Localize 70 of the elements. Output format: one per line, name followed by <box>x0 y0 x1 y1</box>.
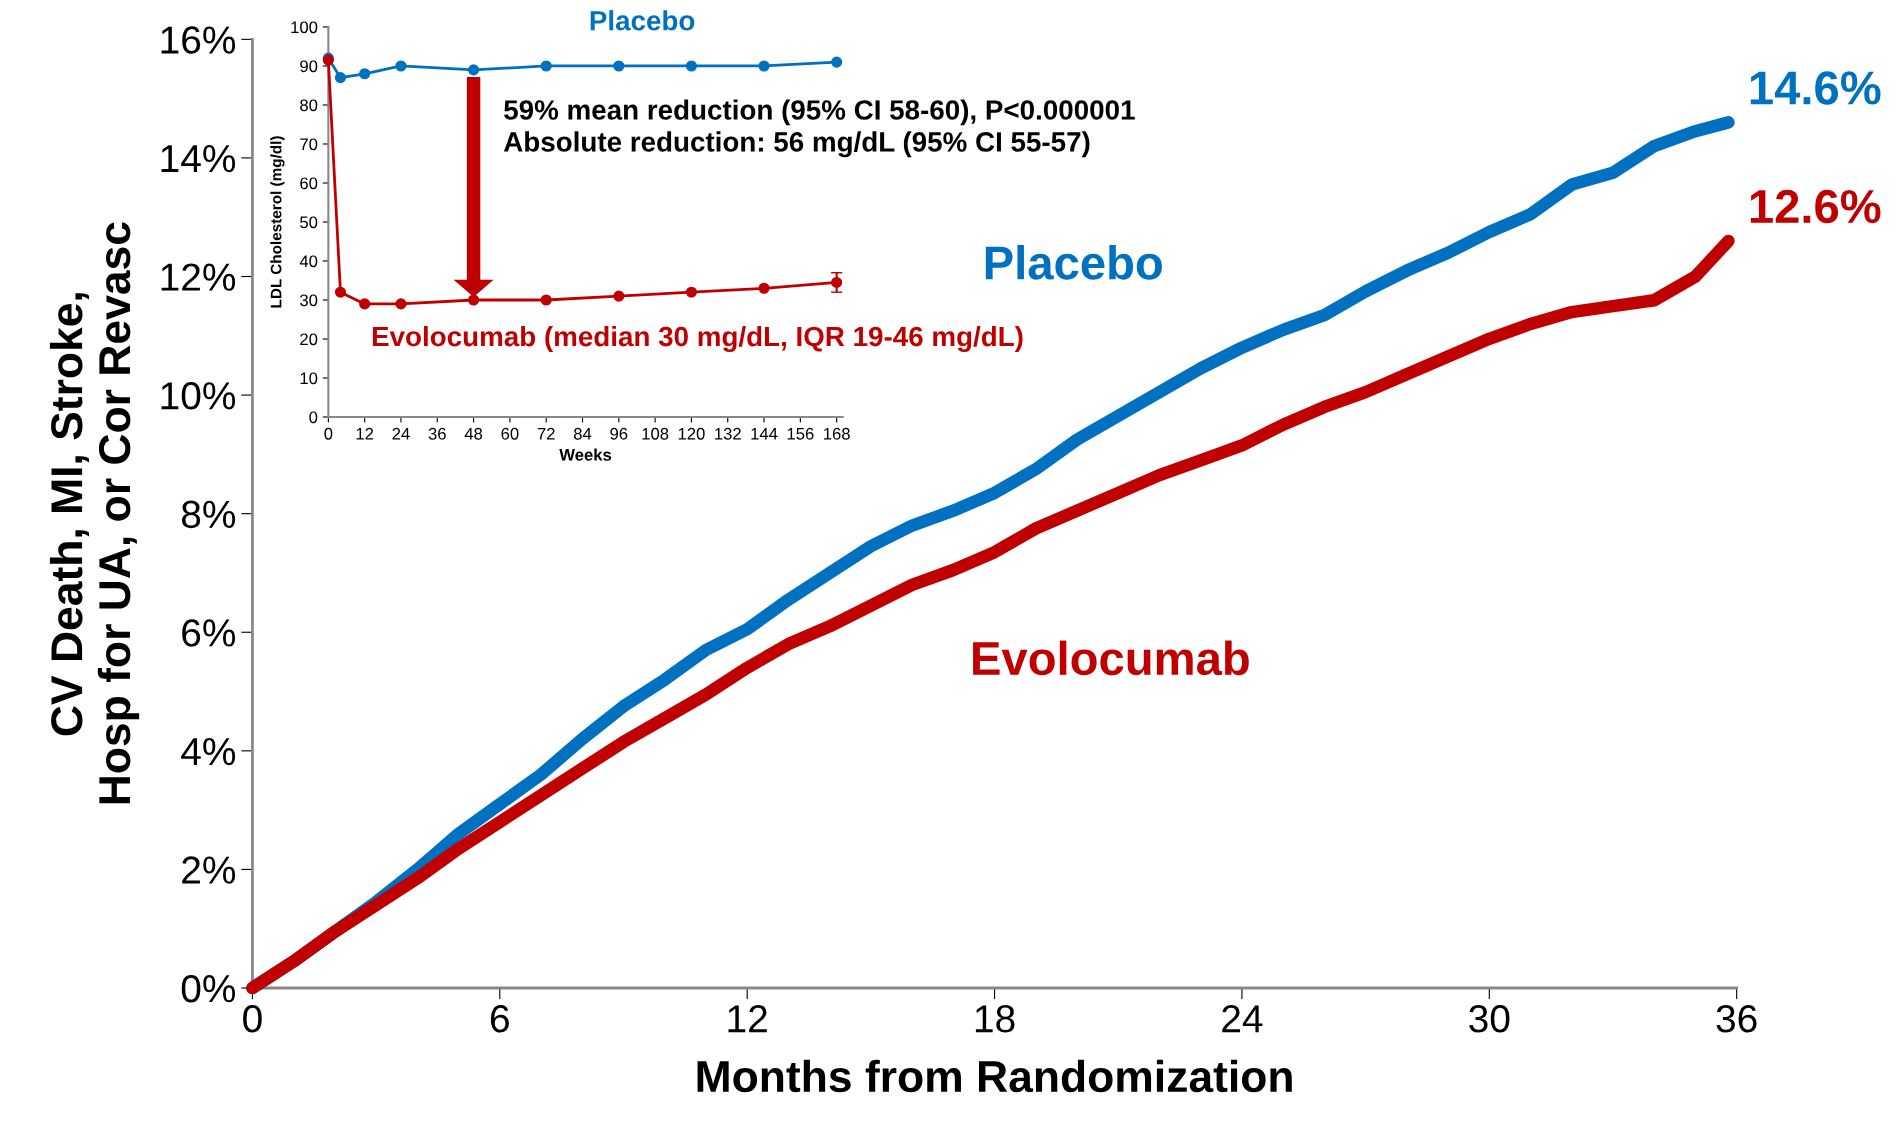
point <box>334 72 347 84</box>
y-tick-label: 12% <box>161 263 236 291</box>
x-tick-label: 168 <box>824 427 850 440</box>
x-tick-label: 96 <box>610 427 628 440</box>
x-tick-label: 12 <box>728 1005 767 1033</box>
text: Placebo <box>985 245 1162 280</box>
x-tick-label: 108 <box>642 427 669 440</box>
point <box>468 294 480 306</box>
point <box>359 68 371 80</box>
point <box>613 60 625 72</box>
point <box>468 64 480 76</box>
point <box>540 294 552 306</box>
y-axis-title: CV Death, MI, Stroke, Hosp for UA, or Cor Revasc <box>49 222 140 804</box>
y-tick-label: 40 <box>299 255 318 268</box>
x-axis-title: Weeks <box>559 448 612 461</box>
annotation: 59% mean reduction (95% CI 58-60), P<0.000001 Absolute reduction: 56 mg/dL (95% CI 55-57) <box>503 99 1135 158</box>
y-tick-label: 90 <box>300 60 318 73</box>
point <box>334 286 347 298</box>
y-tick-label: 80 <box>300 99 318 112</box>
x-tick-label: 48 <box>464 427 483 440</box>
x-tick-label: 36 <box>1716 1005 1757 1033</box>
x-tick-label: 0 <box>324 427 333 440</box>
annotation: 12.6% <box>1750 189 1881 224</box>
y-tick-label: 20 <box>300 333 318 346</box>
x-tick-label: 36 <box>428 427 446 440</box>
point <box>395 298 407 310</box>
point <box>831 56 843 68</box>
y-tick-label: 0% <box>181 974 236 1003</box>
y-tick-label: 10% <box>161 382 236 410</box>
y-tick-label: 100 <box>291 21 318 34</box>
x-tick-label: 0 <box>243 1005 262 1033</box>
point <box>540 60 552 72</box>
series-label: Evolocumab <box>973 640 1249 676</box>
y-tick-label: 6% <box>182 619 236 647</box>
series-label: Evolocumab (median 30 mg/dL, IQR 19-46 mg/dL) <box>372 325 1023 353</box>
point <box>613 290 625 302</box>
x-tick-label: 12 <box>356 427 374 440</box>
y-tick-label: 16% <box>161 26 236 54</box>
x-tick-label: 18 <box>975 1005 1015 1033</box>
y-tick-label: 30 <box>300 294 318 307</box>
x-tick-label: 60 <box>501 427 519 440</box>
y-axis-title: LDL Cholesterol (mg/dl) <box>270 136 285 308</box>
y-tick-label: 0 <box>309 411 318 424</box>
x-tick-label: 132 <box>715 427 741 440</box>
x-tick-label: 84 <box>573 427 592 440</box>
point <box>758 60 770 72</box>
point <box>685 286 697 298</box>
x-tick-label: 144 <box>751 428 778 440</box>
x-tick-label: 120 <box>678 427 705 440</box>
y-tick-label: 10 <box>300 372 318 385</box>
x-tick-label: 6 <box>490 1005 509 1033</box>
y-tick-label: 14% <box>161 145 236 173</box>
x-tick-label: 30 <box>1469 1005 1510 1033</box>
series-label: Placebo <box>590 10 695 31</box>
x-tick-label: 24 <box>392 427 410 440</box>
x-axis-title: Months from Randomization <box>697 1059 1292 1093</box>
x-tick-label: 72 <box>537 427 555 440</box>
point <box>685 60 697 72</box>
x-tick-label: 156 <box>787 427 814 440</box>
y-tick-label: 60 <box>300 177 318 190</box>
y-tick-label: 50 <box>300 216 318 229</box>
x-tick-label: 24 <box>1222 1005 1263 1033</box>
y-tick-label: 4% <box>181 737 236 766</box>
y-tick-label: 8% <box>181 500 236 529</box>
y-tick-label: 2% <box>182 856 236 884</box>
annotation: 14.6% <box>1750 71 1881 105</box>
point <box>758 282 770 294</box>
point <box>359 298 371 310</box>
point <box>395 60 407 72</box>
y-tick-label: 70 <box>300 138 318 151</box>
